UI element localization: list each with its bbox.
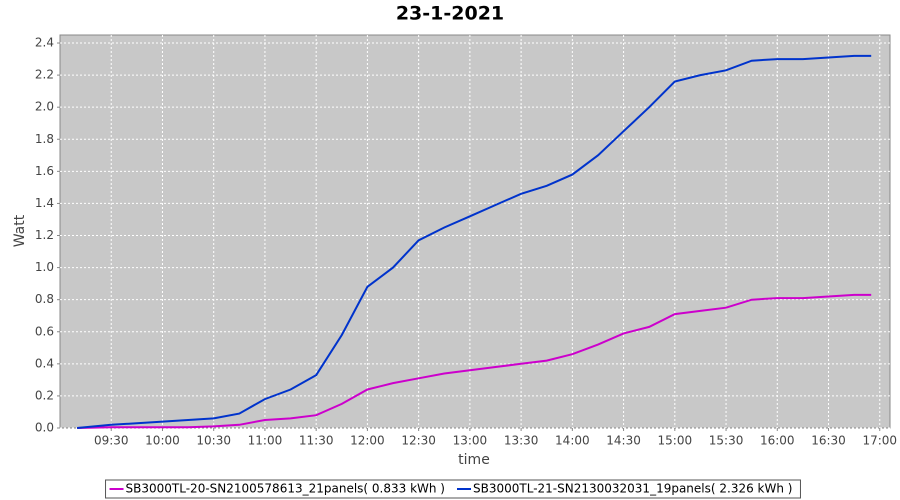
y-tick-label: 2.4 [35,36,54,50]
y-tick-label: 1.0 [35,260,54,274]
y-tick-label: 0.0 [35,421,54,435]
plot-area [59,34,891,429]
legend: SB3000TL-20-SN2100578613_21panels( 0.833… [105,479,801,499]
y-tick-label: 0.2 [35,388,54,402]
x-tick-label: 15:30 [709,434,744,448]
x-tick-label: 12:00 [350,434,385,448]
y-tick-label: 1.6 [35,164,54,178]
legend-label: SB3000TL-20-SN2100578613_21panels( 0.833… [126,482,445,496]
x-tick-label: 16:30 [811,434,846,448]
y-tick-label: 1.2 [35,228,54,242]
y-tick-label: 0.6 [35,324,54,338]
x-tick-label: 13:00 [453,434,488,448]
x-axis-label: time [458,452,490,468]
y-tick-label: 1.8 [35,132,54,146]
legend-box [105,479,801,499]
x-tick-label: 17:00 [862,434,897,448]
x-tick-label: 15:00 [658,434,693,448]
x-tick-label: 13:30 [504,434,539,448]
legend-label: SB3000TL-21-SN2130032031_19panels( 2.326… [473,482,792,496]
y-tick-label: 0.8 [35,292,54,306]
x-tick-label: 10:00 [145,434,180,448]
x-tick-label: 12:30 [401,434,436,448]
series-line [77,293,872,429]
x-tick-label: 16:00 [760,434,795,448]
x-tick-label: 09:30 [94,434,129,448]
x-tick-label: 11:00 [248,434,283,448]
y-tick-label: 0.4 [35,356,54,370]
x-tick-label: 10:30 [196,434,231,448]
y-tick-label: 1.4 [35,196,54,210]
y-tick-label: 2.0 [35,100,54,114]
chart-title: 23-1-2021 [396,3,504,25]
x-tick-label: 11:30 [299,434,334,448]
y-tick-label: 2.2 [35,68,54,82]
series-line [77,54,872,429]
x-tick-label: 14:00 [555,434,590,448]
x-tick-label: 14:30 [606,434,641,448]
y-axis-label: Watt [12,214,28,247]
